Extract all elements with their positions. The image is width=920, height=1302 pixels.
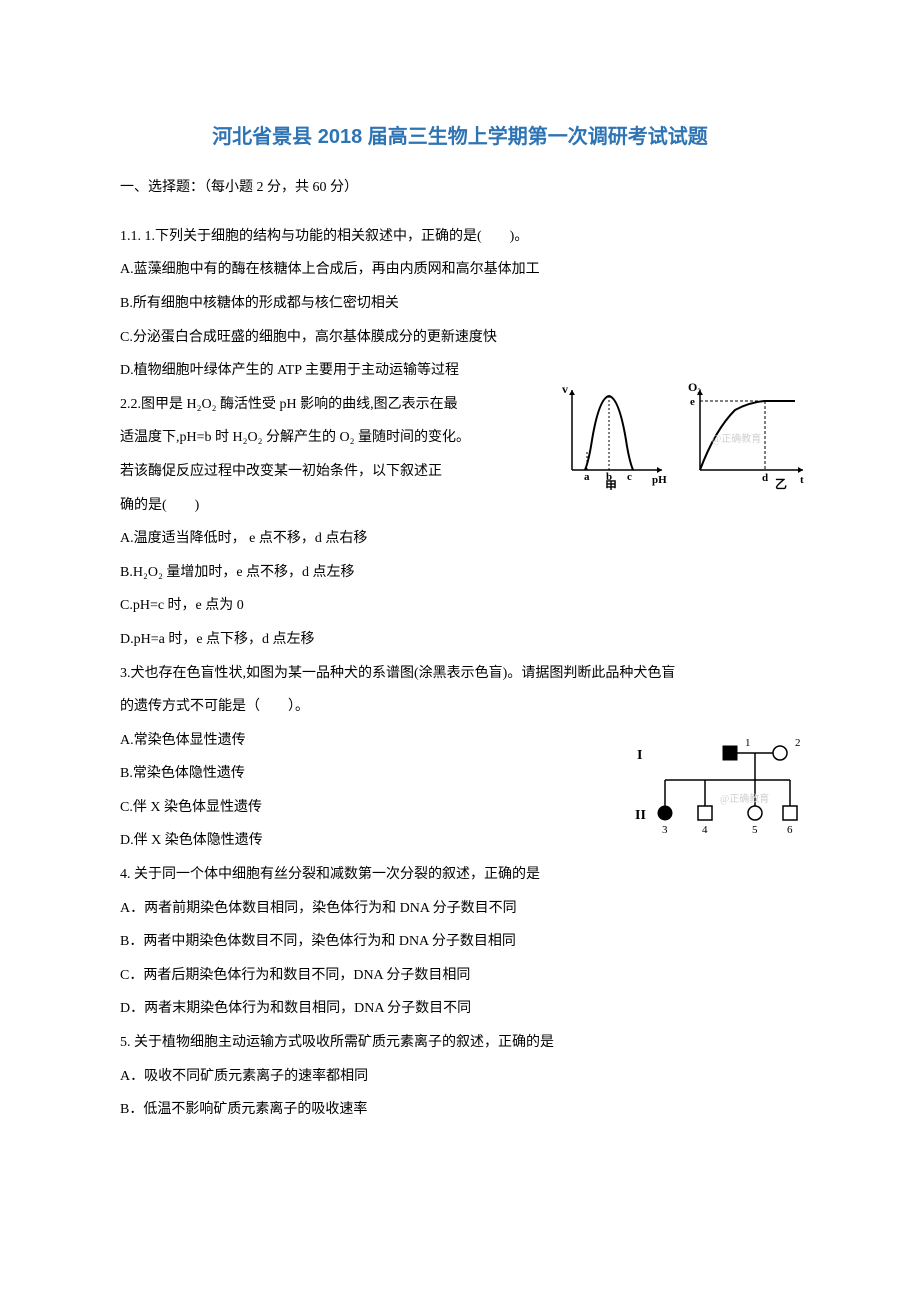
node-6 xyxy=(783,806,797,820)
q2-optA: A.温度适当降低时， e 点不移，d 点右移 xyxy=(120,522,800,556)
node6-label: 6 xyxy=(787,824,793,836)
chart2-ytick: e xyxy=(690,396,695,408)
q4-optA: A．两者前期染色体数目相同，染色体行为和 DNA 分子数目不同 xyxy=(120,892,800,926)
node2-label: 2 xyxy=(795,737,801,749)
watermark-2: @正确教育 xyxy=(720,790,769,805)
node-2 xyxy=(773,746,787,760)
q2-optD: D.pH=a 时，e 点下移，d 点左移 xyxy=(120,623,800,657)
chart1-caption: 甲 xyxy=(605,479,617,490)
chart-jia: v pH a b c 甲 xyxy=(557,380,667,490)
chart1-tick-c: c xyxy=(627,471,632,483)
node-5 xyxy=(748,806,762,820)
q1-optC: C.分泌蛋白合成旺盛的细胞中，高尔基体膜成分的更新速度快 xyxy=(120,321,800,355)
q5-optB: B．低温不影响矿质元素离子的吸收速率 xyxy=(120,1093,800,1127)
q4-optD: D．两者末期染色体行为和数目相同，DNA 分子数目不同 xyxy=(120,992,800,1026)
chart2-ylabel: O₂ xyxy=(688,380,701,394)
chart2-xlabel: t xyxy=(800,474,804,486)
q5-optA: A．吸收不同矿质元素离子的速率都相同 xyxy=(120,1060,800,1094)
section-header: 一、选择题：（每小题 2 分，共 60 分） xyxy=(120,173,800,204)
node3-label: 3 xyxy=(662,824,668,836)
chart1-tick-a: a xyxy=(584,471,590,483)
q3-pedigree: I 1 2 II 3 4 5 6 @正确教育 xyxy=(635,735,810,855)
q2-optB: B.H₂O₂ 量增加时，e 点不移，d 点左移 xyxy=(120,556,800,590)
gen2-label: II xyxy=(635,808,646,823)
node4-label: 4 xyxy=(702,824,708,836)
q4-stem: 4. 关于同一个体中细胞有丝分裂和减数第一次分裂的叙述，正确的是 xyxy=(120,858,800,892)
q3-stem2: 的遗传方式不可能是（ ）。 xyxy=(120,690,800,724)
document-title: 河北省景县 2018 届高三生物上学期第一次调研考试试题 xyxy=(120,120,800,149)
q4-optB: B．两者中期染色体数目不同，染色体行为和 DNA 分子数目相同 xyxy=(120,925,800,959)
node-4 xyxy=(698,806,712,820)
q4-optC: C．两者后期染色体行为和数目不同，DNA 分子数目相同 xyxy=(120,959,800,993)
node-1 xyxy=(723,746,737,760)
node-3 xyxy=(658,806,672,820)
watermark-1: @正确教育 xyxy=(712,430,761,445)
q1-optB: B.所有细胞中核糖体的形成都与核仁密切相关 xyxy=(120,287,800,321)
chart2-xtick: d xyxy=(762,472,768,484)
chart2-caption: 乙 xyxy=(775,477,787,490)
q1-stem: 1.1. 1.下列关于细胞的结构与功能的相关叙述中，正确的是( )。 xyxy=(120,220,800,254)
node1-label: 1 xyxy=(745,737,751,749)
chart1-xlabel: pH xyxy=(652,474,667,486)
q1-optA: A.蓝藻细胞中有的酶在核糖体上合成后，再由内质网和高尔基体加工 xyxy=(120,253,800,287)
q2-optC: C.pH=c 时，e 点为 0 xyxy=(120,589,800,623)
q3-stem1: 3.犬也存在色盲性状,如图为某一品种犬的系谱图(涂黑表示色盲)。请据图判断此品种… xyxy=(120,657,800,691)
q2-stem4: 确的是( ) xyxy=(120,489,800,523)
q2-charts: v pH a b c 甲 O₂ t e d 乙 @正确教育 xyxy=(557,380,810,490)
q5-stem: 5. 关于植物细胞主动运输方式吸收所需矿质元素离子的叙述，正确的是 xyxy=(120,1026,800,1060)
node5-label: 5 xyxy=(752,824,758,836)
chart1-ylabel: v xyxy=(562,382,568,396)
gen1-label: I xyxy=(637,748,642,763)
